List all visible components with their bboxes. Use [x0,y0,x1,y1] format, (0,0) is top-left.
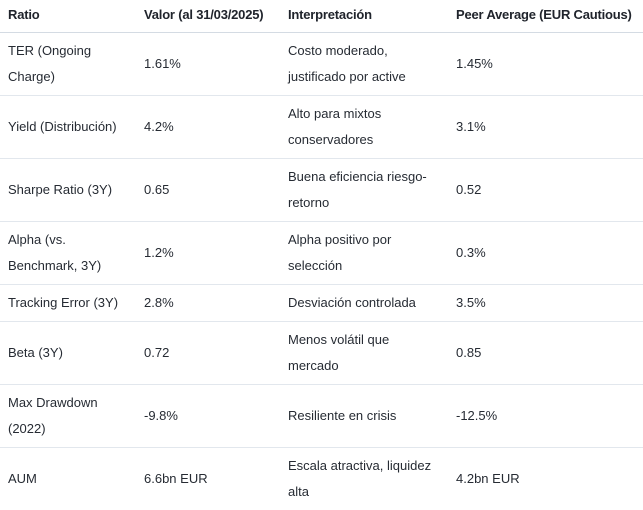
column-header-interpretacion: Interpretación [282,0,448,33]
interpretacion-cell: Menos volátil que mercado [282,322,448,385]
ratio-cell: Alpha (vs. Benchmark, 3Y) [0,222,136,285]
interpretacion-cell: Resiliente en crisis [282,385,448,448]
peer-cell: 1.45% [448,33,643,96]
column-header-ratio: Ratio [0,0,136,33]
table-row-sharpe: Sharpe Ratio (3Y) 0.65 Buena eficiencia … [0,159,643,222]
valor-cell: 1.61% [136,33,282,96]
table-row-beta: Beta (3Y) 0.72 Menos volátil que mercado… [0,322,643,385]
ratio-cell: Sharpe Ratio (3Y) [0,159,136,222]
interpretacion-cell: Alpha positivo por selección [282,222,448,285]
table-row-ter: TER (Ongoing Charge) 1.61% Costo moderad… [0,33,643,96]
peer-cell: 4.2bn EUR [448,448,643,510]
interpretacion-cell: Costo moderado, justificado por active [282,33,448,96]
valor-cell: 0.72 [136,322,282,385]
valor-cell: 6.6bn EUR [136,448,282,510]
interpretacion-cell: Alto para mixtos conservadores [282,96,448,159]
peer-cell: -12.5% [448,385,643,448]
table-row-aum: AUM 6.6bn EUR Escala atractiva, liquidez… [0,448,643,510]
ratio-cell: Yield (Distribución) [0,96,136,159]
peer-cell: 0.85 [448,322,643,385]
peer-cell: 0.3% [448,222,643,285]
valor-cell: 2.8% [136,285,282,322]
ratio-cell: Max Drawdown (2022) [0,385,136,448]
interpretacion-cell: Desviación controlada [282,285,448,322]
ratio-cell: AUM [0,448,136,510]
interpretacion-cell: Buena eficiencia riesgo-retorno [282,159,448,222]
table-row-alpha: Alpha (vs. Benchmark, 3Y) 1.2% Alpha pos… [0,222,643,285]
peer-cell: 3.5% [448,285,643,322]
peer-cell: 3.1% [448,96,643,159]
table-header-row: Ratio Valor (al 31/03/2025) Interpretaci… [0,0,643,33]
column-header-peer-average: Peer Average (EUR Cautious) [448,0,643,33]
table-row-tracking-error: Tracking Error (3Y) 2.8% Desviación cont… [0,285,643,322]
ratio-cell: Tracking Error (3Y) [0,285,136,322]
valor-cell: 1.2% [136,222,282,285]
valor-cell: -9.8% [136,385,282,448]
valor-cell: 0.65 [136,159,282,222]
column-header-valor: Valor (al 31/03/2025) [136,0,282,33]
table-row-max-drawdown: Max Drawdown (2022) -9.8% Resiliente en … [0,385,643,448]
peer-cell: 0.52 [448,159,643,222]
interpretacion-cell: Escala atractiva, liquidez alta [282,448,448,510]
ratio-cell: TER (Ongoing Charge) [0,33,136,96]
valor-cell: 4.2% [136,96,282,159]
table-row-yield: Yield (Distribución) 4.2% Alto para mixt… [0,96,643,159]
ratio-cell: Beta (3Y) [0,322,136,385]
